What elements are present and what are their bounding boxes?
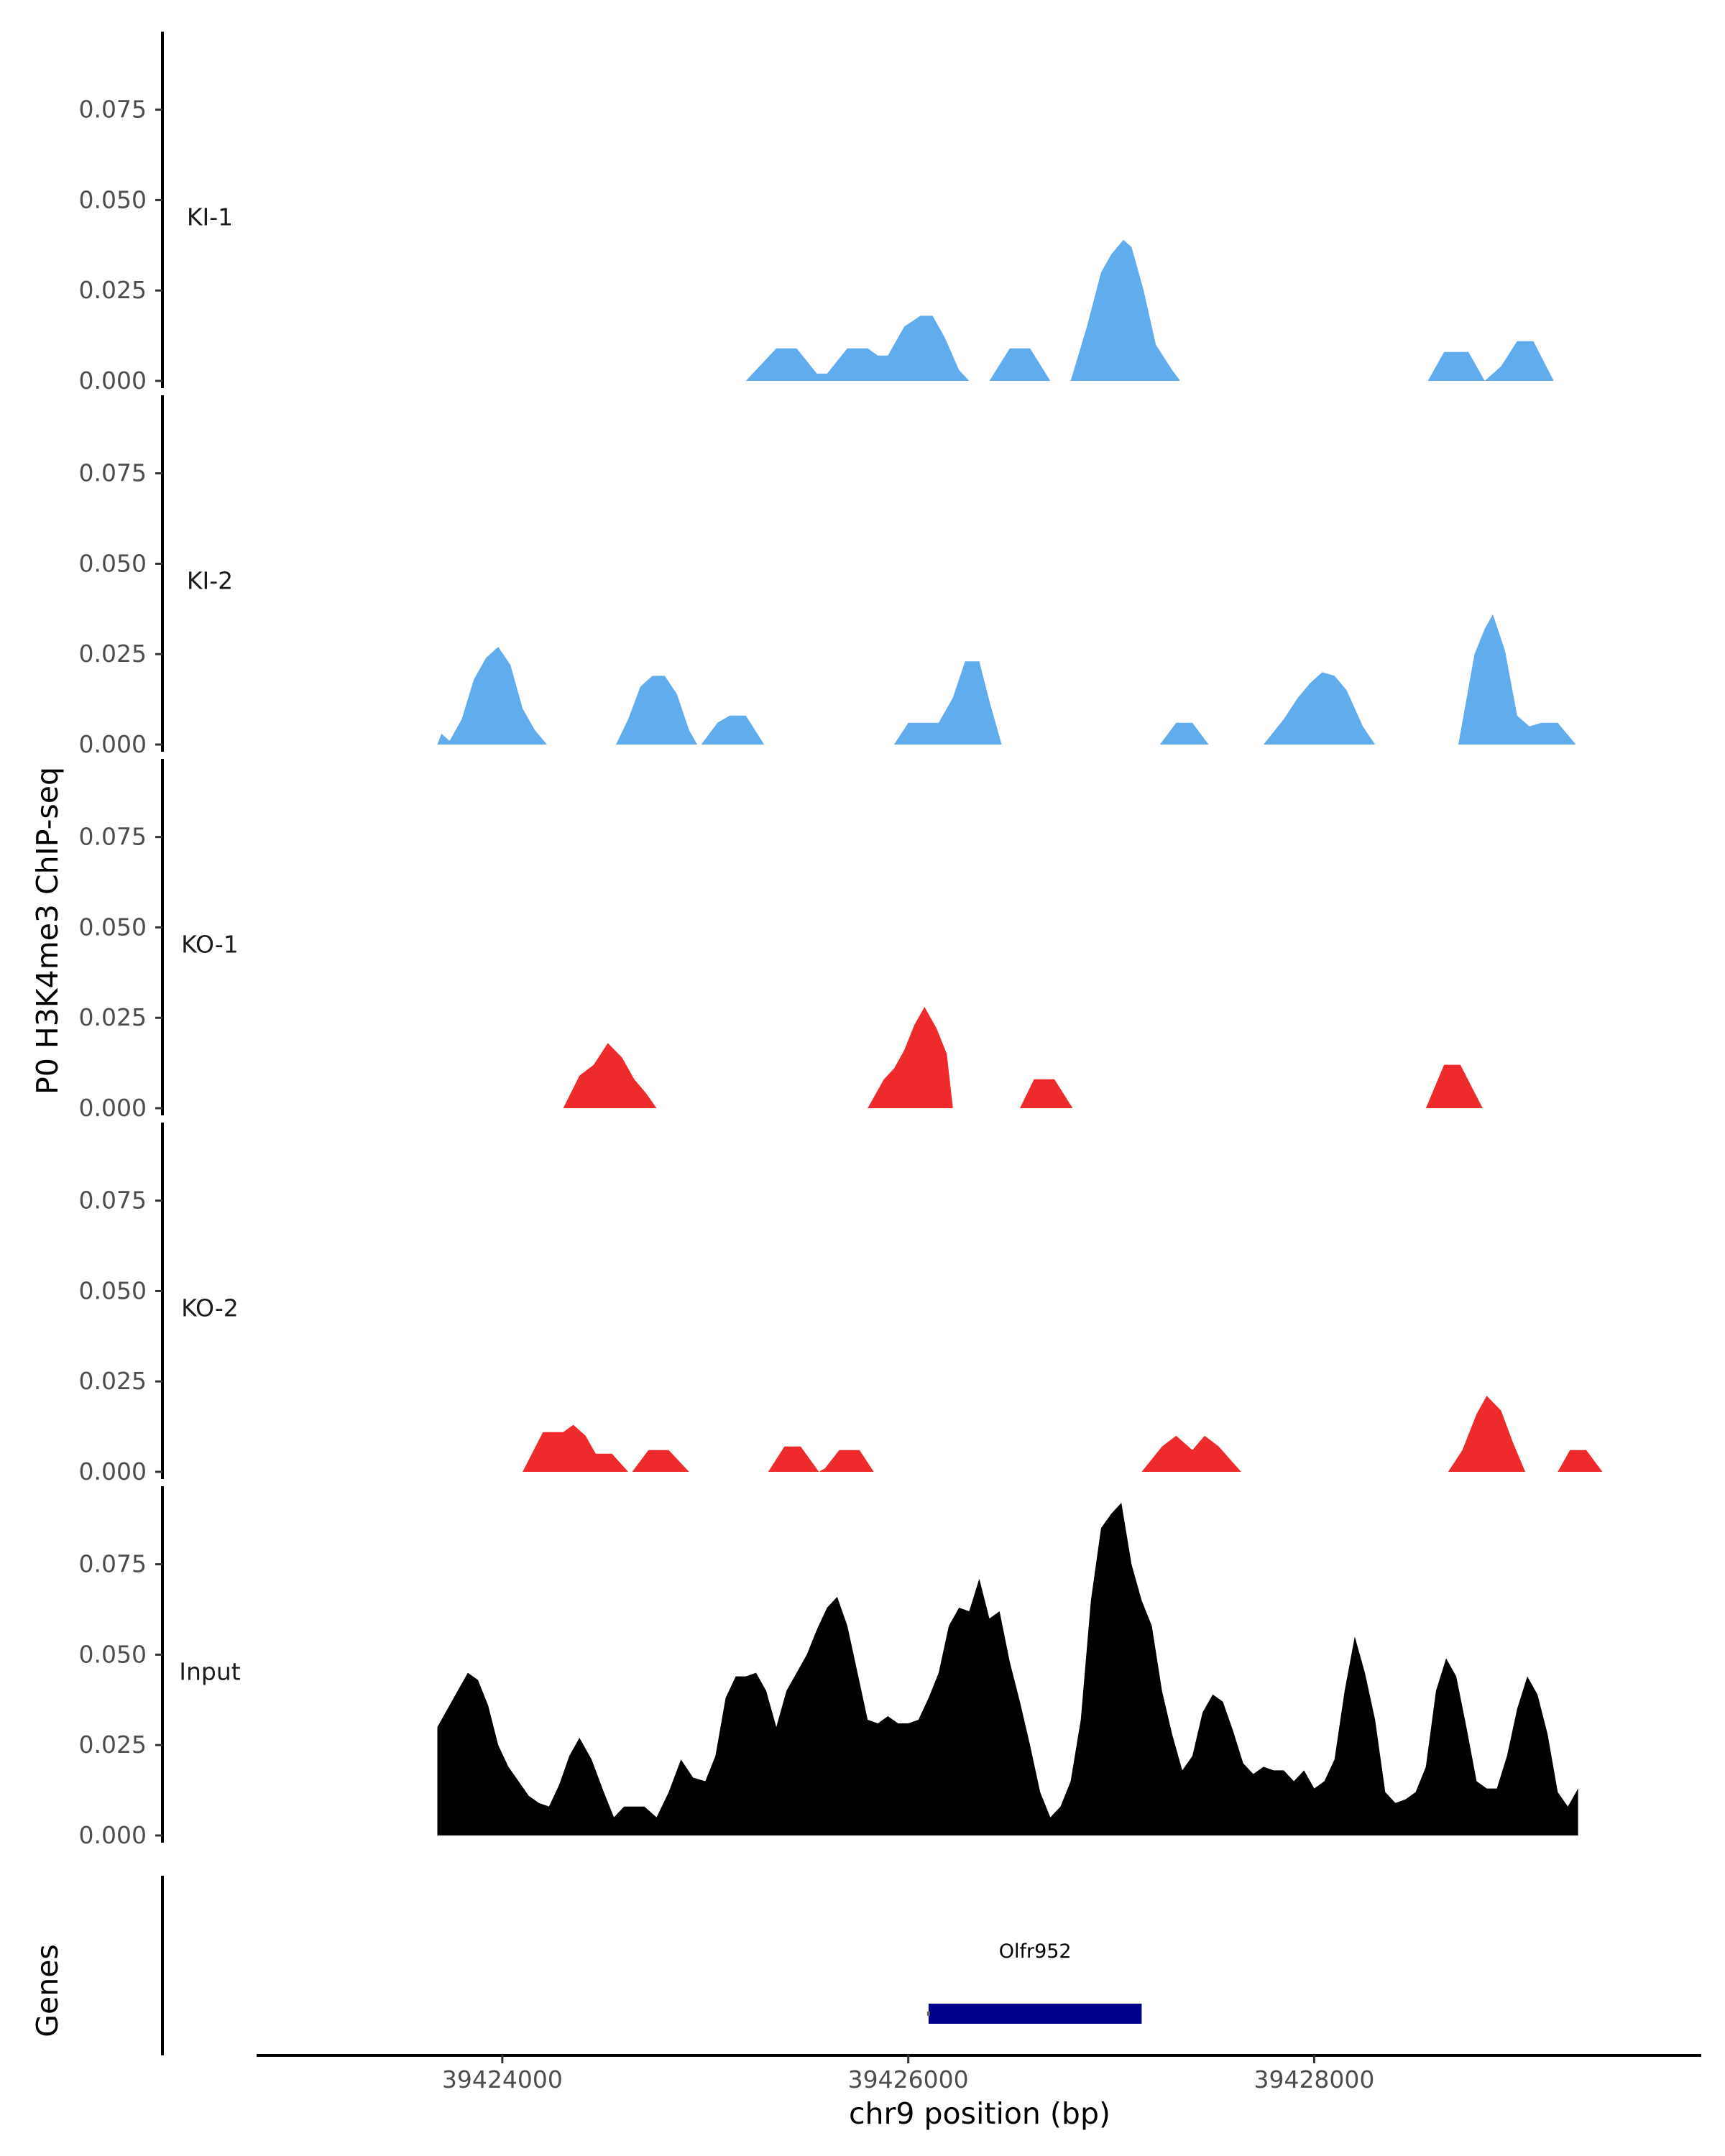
track-panel-ki-2: 0.000 0.025 0.050 0.075 KI-2 [79,395,1583,758]
x-tick-label: 39424000 [442,2065,563,2093]
y-tick-label: 0.075 [79,1550,147,1578]
y-tick-label: 0.025 [79,640,147,668]
y-tick-label: 0.000 [79,367,147,395]
coverage-area-ko-2 [523,1396,1611,1472]
y-tick-label: 0.050 [79,1640,147,1668]
y-tick-label: 0.025 [79,1003,147,1031]
gene-tss-mark [926,2012,930,2016]
genes-axis-title: Genes [30,1944,65,2037]
track-panel-input: 0.000 0.025 0.050 0.075 Input [79,1486,1578,1849]
track-label: Input [179,1658,241,1686]
y-tick-label: 0.075 [79,823,147,851]
y-tick-label: 0.075 [79,459,147,487]
y-tick-label: 0.050 [79,185,147,213]
track-panel-ko-1: 0.000 0.025 0.050 0.075 KO-1 [79,759,1489,1122]
y-tick-label: 0.025 [79,1367,147,1395]
coverage-area-ko-1 [563,1007,1489,1108]
y-tick-label: 0.050 [79,1276,147,1304]
track-label: KO-2 [181,1294,239,1322]
track-panel-ko-2: 0.000 0.025 0.050 0.075 KO-2 [79,1123,1611,1485]
y-tick-label: 0.025 [79,1731,147,1759]
y-tick-label: 0.000 [79,1821,147,1849]
y-axis-title: P0 H3K4me3 ChIP-seq [30,767,65,1095]
track-label: KO-1 [181,931,239,959]
y-tick-label: 0.000 [79,1094,147,1122]
x-tick-label: 39426000 [848,2065,969,2093]
x-tick-label: 39428000 [1254,2065,1374,2093]
track-label: KI-2 [187,567,233,595]
y-tick-label: 0.050 [79,913,147,941]
y-tick-label: 0.025 [79,276,147,304]
x-axis: 39424000 39426000 39428000 [257,2054,1701,2093]
gene-body [928,2004,1142,2024]
y-tick-label: 0.000 [79,730,147,758]
y-tick-label: 0.075 [79,96,147,124]
y-tick-label: 0.000 [79,1457,147,1485]
y-tick-label: 0.050 [79,549,147,577]
coverage-area-input [437,1503,1578,1835]
genes-panel: Olfr952 [161,1876,1142,2055]
y-tick-label: 0.075 [79,1187,147,1215]
track-panel-ki-1: 0.000 0.025 0.050 0.075 KI-1 [79,32,1568,395]
track-label: KI-1 [187,203,233,231]
coverage-area-ki-2 [437,614,1583,745]
gene-label: Olfr952 [999,1940,1072,1963]
x-axis-title: chr9 position (bp) [849,2096,1110,2131]
coverage-area-ki-1 [745,239,1568,381]
track-panels: 0.0000.0250.0500.075KI-10.0000.0250.0500… [79,32,1611,1849]
